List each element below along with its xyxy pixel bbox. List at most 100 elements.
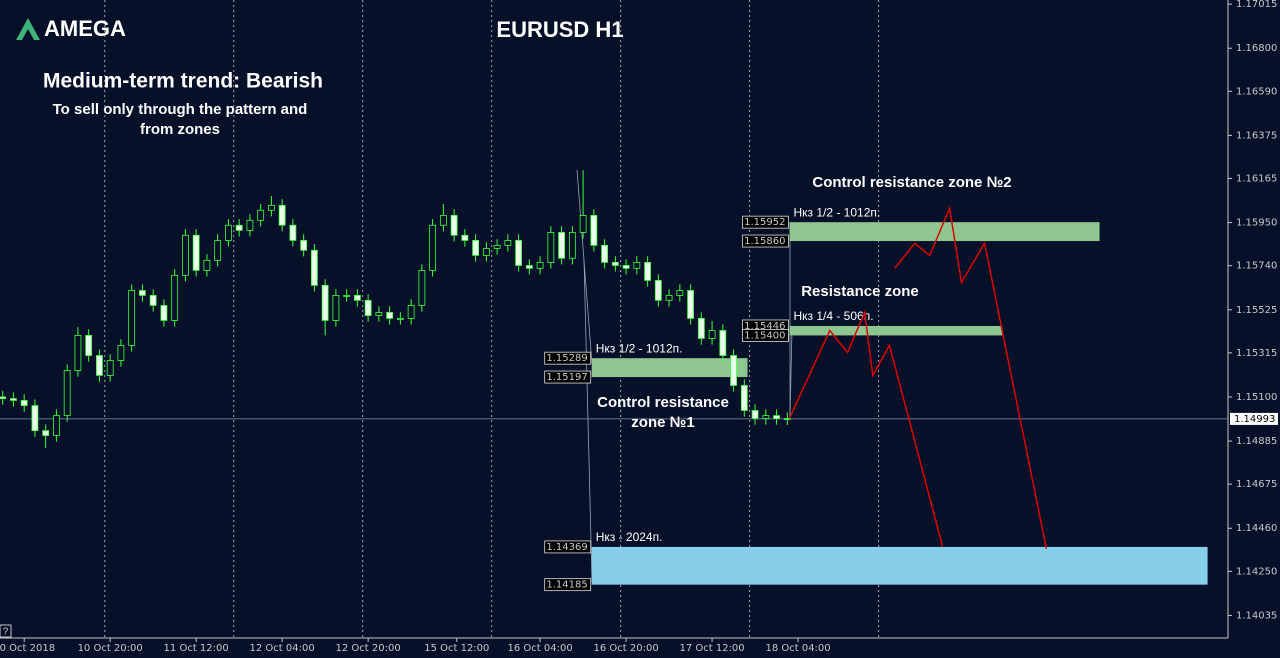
subtitle: from zones (140, 121, 220, 138)
price-label-text: 1.15860 (744, 236, 785, 247)
candle-body (182, 234, 189, 276)
candle-body (332, 295, 340, 321)
candle-body (386, 312, 394, 319)
y-tick-label: 1.15950 (1236, 218, 1277, 229)
candle-body (740, 385, 748, 411)
last-price-box (1230, 412, 1278, 425)
annotation: zone №1 (631, 414, 694, 431)
candle-body (160, 305, 168, 321)
price-label-box (742, 329, 789, 342)
last-price-label: 1.14993 (1234, 414, 1275, 425)
projection-line (894, 205, 1048, 549)
help[interactable]: ? (3, 627, 9, 638)
candle-body (450, 215, 458, 236)
candle-body (289, 224, 297, 241)
help-box[interactable] (0, 624, 12, 638)
candle-body (42, 430, 50, 436)
candle-body (751, 410, 759, 419)
price-label-box (742, 215, 789, 229)
zone-label: Нкз - 2024п. (596, 530, 663, 544)
price-label-text: 1.14185 (546, 580, 587, 591)
candle-body (139, 290, 146, 296)
y-tick-label: 1.14675 (1236, 479, 1277, 490)
candle-body (601, 244, 608, 263)
zone-label: Нкз 1/4 - 506п. (793, 309, 873, 323)
candle-body (525, 265, 533, 269)
y-tick-label: 1.15315 (1236, 348, 1277, 359)
candle-body (579, 215, 587, 233)
x-tick-label: 10 Oct 20:00 (78, 643, 143, 654)
zone-label: Нкз 1/2 - 1012п. (793, 205, 880, 219)
candle-body (665, 295, 673, 301)
zone (591, 546, 1208, 585)
candle-body (192, 234, 200, 271)
candle-body (429, 224, 437, 271)
y-tick-label: 1.14250 (1236, 566, 1277, 577)
x-tick-label: 12 Oct 20:00 (336, 643, 401, 654)
price-label: 1.15289 (544, 351, 592, 365)
x-tick-label: 16 Oct 20:00 (593, 643, 658, 654)
fib-line (583, 259, 593, 583)
y-tick-label: 1.15525 (1236, 305, 1277, 316)
price-label-text: 1.15446 (744, 321, 785, 332)
y-tick-label: 1.14460 (1236, 523, 1277, 534)
y-tick-label: 1.15740 (1236, 261, 1277, 272)
candle-body (31, 405, 39, 431)
price-label-text: 1.14369 (546, 542, 587, 553)
x-tick-label: 10 Oct 2018 (0, 643, 55, 654)
x-tick-label: 12 Oct 04:00 (250, 643, 315, 654)
y-tick-label: 1.15100 (1236, 392, 1277, 403)
candle-body (203, 259, 211, 271)
y-tick-label: 1.14885 (1236, 436, 1277, 447)
candle-body (773, 415, 780, 419)
candle-body (783, 418, 791, 420)
candle-body (63, 370, 71, 417)
candle-body (128, 290, 136, 346)
candle-body (214, 240, 222, 261)
candle-body (310, 249, 318, 286)
candle-body (278, 204, 286, 226)
candle-body (482, 248, 490, 256)
y-tick-label: 1.16800 (1236, 43, 1277, 54)
zone-label: Нкз 1/2 - 1012п. (596, 341, 683, 355)
candle-body (472, 240, 480, 256)
y-tick-label: 1.14035 (1236, 610, 1277, 621)
price-label-box (544, 351, 592, 365)
candle-body (257, 209, 265, 221)
candle-body (622, 265, 630, 269)
candle-body (0, 396, 7, 399)
candle-body (353, 295, 361, 301)
candle-body (235, 224, 243, 231)
candle-body (676, 290, 684, 296)
x-tick-label: 11 Oct 12:00 (164, 643, 229, 654)
x-tick-label: 16 Oct 04:00 (508, 643, 573, 654)
price-label-text: 1.15289 (546, 353, 587, 364)
price-label: 1.15400 (742, 329, 789, 342)
candle-body (633, 261, 641, 269)
y-tick-label: 1.16165 (1236, 173, 1277, 184)
trend: Medium-term trend: Bearish (43, 70, 323, 93)
candle-body (267, 204, 275, 211)
annotation: Control resistance zone №2 (812, 174, 1011, 191)
candle-body (493, 244, 501, 249)
zone (789, 325, 1003, 336)
candles (0, 170, 791, 449)
price-label-text: 1.15197 (546, 372, 587, 383)
fib-line (789, 329, 793, 419)
annotation: Control resistance (597, 394, 729, 411)
subtitle: To sell only through the pattern and (53, 101, 308, 118)
price-label: 1.14369 (544, 540, 592, 554)
fib-lines (576, 169, 793, 583)
candle-body (515, 240, 523, 266)
price-label-box (544, 540, 592, 554)
price-label-box (742, 234, 789, 248)
candle-body (321, 284, 329, 321)
candle-body (762, 415, 770, 419)
candle-body (407, 305, 415, 319)
candle-body (106, 360, 114, 376)
price-label-text: 1.15400 (744, 330, 785, 341)
annotation: Resistance zone (801, 283, 919, 300)
x-tick-label: 18 Oct 04:00 (765, 643, 830, 654)
candle-body (10, 398, 17, 401)
